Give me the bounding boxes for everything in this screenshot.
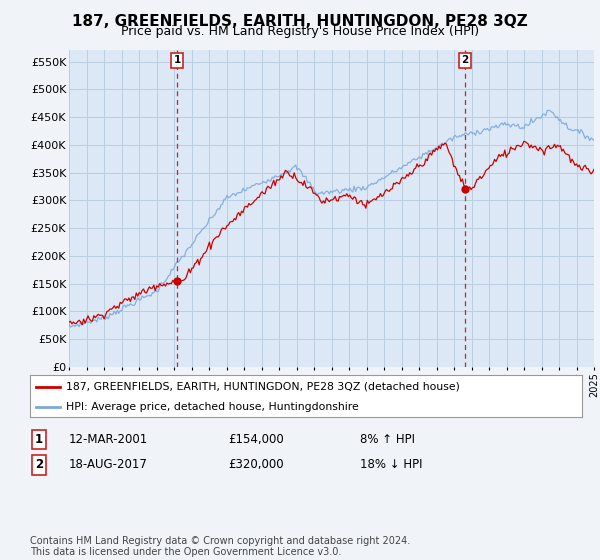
Text: 187, GREENFIELDS, EARITH, HUNTINGDON, PE28 3QZ: 187, GREENFIELDS, EARITH, HUNTINGDON, PE… bbox=[72, 14, 528, 29]
Text: Contains HM Land Registry data © Crown copyright and database right 2024.
This d: Contains HM Land Registry data © Crown c… bbox=[30, 535, 410, 557]
Text: 1: 1 bbox=[173, 55, 181, 65]
Text: 2: 2 bbox=[35, 458, 43, 472]
Text: 2: 2 bbox=[461, 55, 469, 65]
Text: £154,000: £154,000 bbox=[228, 433, 284, 446]
Text: £320,000: £320,000 bbox=[228, 458, 284, 472]
Text: 18-AUG-2017: 18-AUG-2017 bbox=[69, 458, 148, 472]
Text: 1: 1 bbox=[35, 433, 43, 446]
Text: 187, GREENFIELDS, EARITH, HUNTINGDON, PE28 3QZ (detached house): 187, GREENFIELDS, EARITH, HUNTINGDON, PE… bbox=[66, 382, 460, 392]
Text: 8% ↑ HPI: 8% ↑ HPI bbox=[360, 433, 415, 446]
Text: Price paid vs. HM Land Registry's House Price Index (HPI): Price paid vs. HM Land Registry's House … bbox=[121, 25, 479, 38]
Text: 18% ↓ HPI: 18% ↓ HPI bbox=[360, 458, 422, 472]
Text: 12-MAR-2001: 12-MAR-2001 bbox=[69, 433, 148, 446]
Text: HPI: Average price, detached house, Huntingdonshire: HPI: Average price, detached house, Hunt… bbox=[66, 402, 359, 412]
